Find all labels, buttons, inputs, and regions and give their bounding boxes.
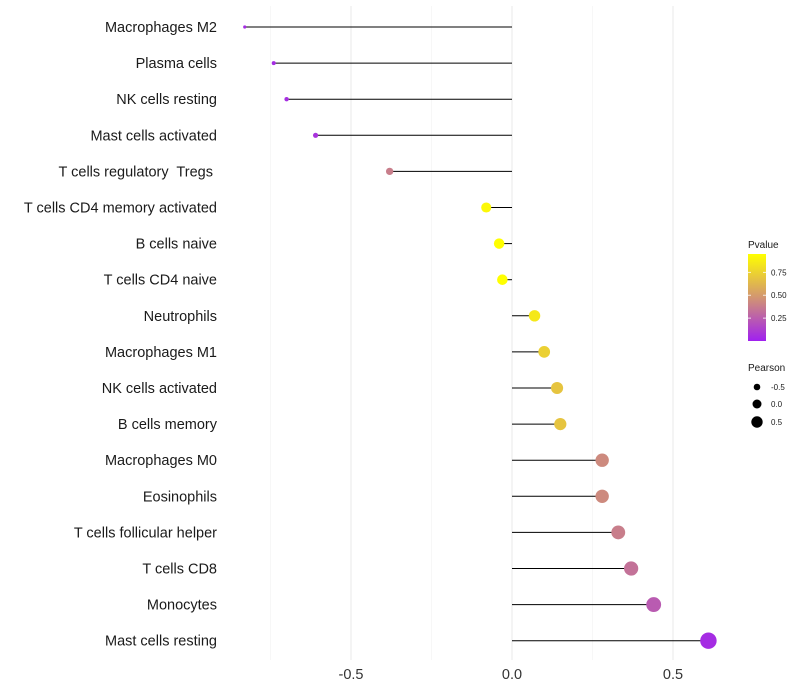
- colorbar-tick-label: 0.50: [771, 291, 787, 300]
- size-legend-label: 0.5: [771, 418, 783, 427]
- size-legend-dot: [752, 399, 762, 409]
- category-label: T cells follicular helper: [74, 525, 217, 541]
- size-legend-label: -0.5: [771, 383, 785, 392]
- lollipop-dot: [481, 202, 492, 213]
- category-label: Macrophages M1: [105, 345, 217, 361]
- lollipop-dot: [493, 238, 505, 249]
- grid-lines: [270, 6, 674, 660]
- category-label: Plasma cells: [136, 56, 217, 72]
- lollipop-stems: [244, 26, 709, 642]
- category-label: Neutrophils: [144, 309, 217, 325]
- colorbar-tick-label: 0.75: [771, 268, 787, 277]
- lollipop-dot: [554, 418, 567, 431]
- lollipop-dot: [271, 61, 276, 66]
- size-legend-title: Pearson: [748, 363, 785, 374]
- category-label: B cells memory: [118, 417, 218, 433]
- x-tick-label: 0.5: [663, 667, 683, 683]
- category-label: Mast cells resting: [105, 634, 217, 650]
- category-label: NK cells resting: [116, 92, 217, 108]
- lollipop-dot: [284, 97, 289, 102]
- category-label: T cells CD4 memory activated: [24, 201, 217, 217]
- colorbar-tick-label: 0.25: [771, 314, 787, 323]
- category-label: B cells naive: [136, 237, 217, 253]
- lollipop-dot: [646, 597, 662, 613]
- category-label: Macrophages M0: [105, 453, 217, 469]
- category-label: Eosinophils: [143, 489, 217, 505]
- lollipop-dot: [528, 310, 541, 322]
- category-label: T cells CD8: [142, 562, 217, 578]
- lollipop-dot: [497, 274, 508, 285]
- category-label: Monocytes: [147, 598, 217, 614]
- lollipop-dot: [551, 381, 564, 395]
- size-legend-dot: [753, 383, 761, 391]
- category-label: Macrophages M2: [105, 20, 217, 36]
- color-legend-title: Pvalue: [748, 240, 779, 251]
- category-label: Mast cells activated: [90, 128, 217, 144]
- lollipop-dot: [611, 525, 626, 540]
- category-labels: Macrophages M2 Plasma cells NK cells resti…: [24, 20, 218, 650]
- size-legend-dot: [751, 416, 763, 428]
- lollipop-dot: [243, 25, 247, 29]
- pvalue-colorbar: [748, 254, 766, 341]
- category-label: T cells CD4 naive: [104, 273, 217, 289]
- category-label: T cells regulatory Tregs: [59, 164, 218, 180]
- x-axis-tick-labels: -0.5 0.0 0.5: [339, 667, 684, 683]
- x-tick-label: -0.5: [339, 667, 364, 683]
- lollipop-dot: [312, 132, 319, 138]
- legend: Pvalue Pearson 0.25 0.50 0.75 -0.5 0.0 0.5: [748, 240, 787, 428]
- lollipop-dots: [243, 25, 717, 649]
- lollipop-dot: [700, 632, 717, 649]
- lollipop-dot: [538, 346, 551, 358]
- x-tick-label: 0.0: [502, 667, 522, 683]
- lollipop-dot: [595, 453, 609, 467]
- lollipop-dot: [595, 489, 609, 503]
- lollipop-dot: [624, 561, 639, 576]
- lollipop-dot: [385, 167, 394, 176]
- size-legend-label: 0.0: [771, 400, 783, 409]
- category-label: NK cells activated: [102, 381, 217, 397]
